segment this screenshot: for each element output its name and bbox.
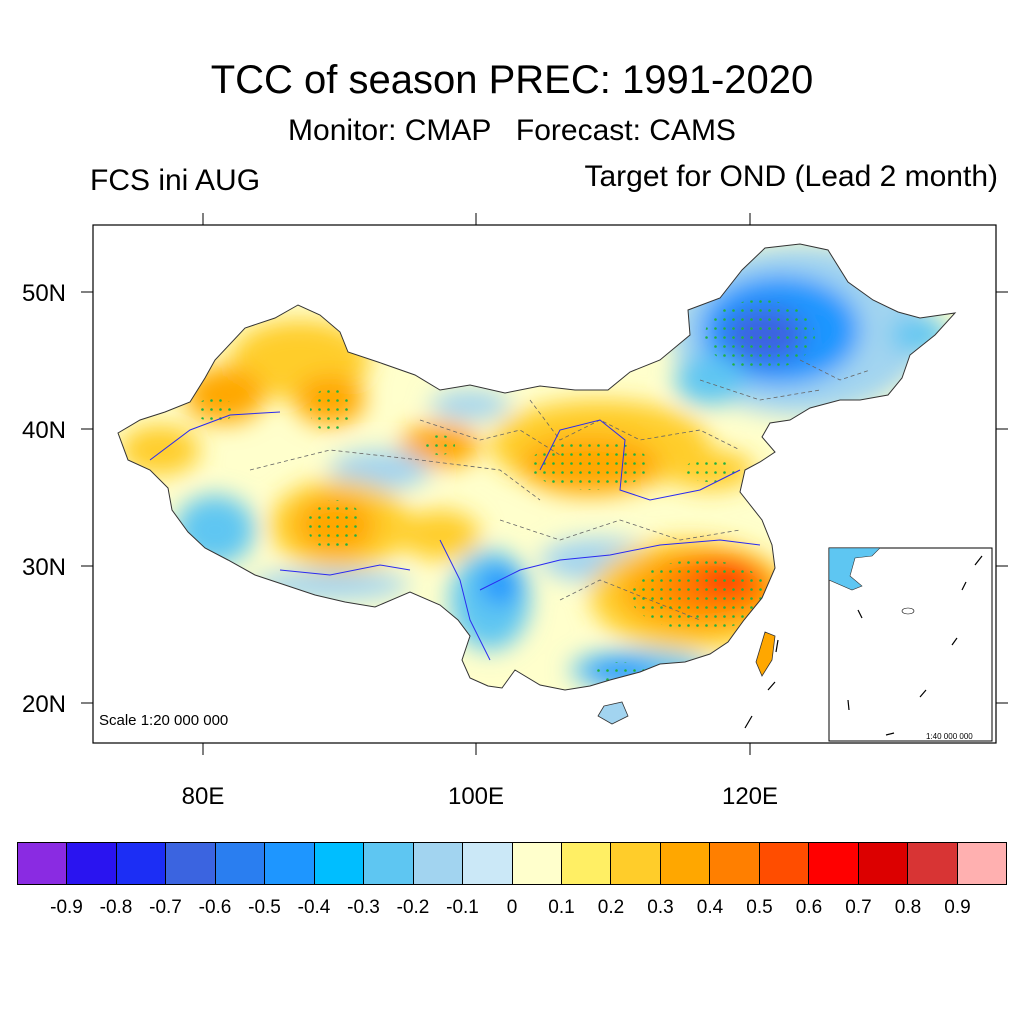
taiwan-island [755,631,776,677]
colorbar-label: -0.9 [50,897,83,918]
sea-dashes [744,639,779,729]
south-china-sea-inset [828,547,993,742]
colorbar-label: -0.3 [347,897,380,918]
map-subtitle: Monitor: CMAP Forecast: CAMS [288,114,736,147]
colorbar-box [116,843,167,884]
lon-label-80e: 80E [181,783,225,810]
colorbar-label: 0.1 [548,897,575,918]
lat-label-30n: 30N [21,554,66,581]
inset-scale-text: 1:40 000 000 [926,732,973,741]
colorbar-box [67,843,117,884]
colorbar [17,842,1007,885]
lat-label-20n: 20N [21,691,66,718]
colorbar-box [364,843,414,884]
colorbar-box [561,843,612,884]
lon-label-120e: 120E [721,783,779,810]
colorbar-label: -0.6 [198,897,232,918]
colorbar-label: -0.1 [446,897,479,918]
colorbar-box [512,843,562,884]
correlation-field [118,244,955,690]
colorbar-box [463,843,513,884]
colorbar-box [710,843,760,884]
colorbar-box [166,843,216,884]
left-string: FCS ini AUG [90,164,261,197]
colorbar-label: 0.5 [746,897,773,918]
country-outline [117,243,957,691]
hainan-island [597,701,629,725]
lat-label-40n: 40N [21,417,66,444]
colorbar-label: -0.2 [396,897,430,918]
colorbar-box [611,843,661,884]
colorbar-label: 0.3 [647,897,674,918]
right-string: Target for OND (Lead 2 month) [584,160,998,193]
colorbar-label: 0.9 [944,897,971,918]
colorbar-box [660,843,711,884]
colorbar-label: 0.4 [696,897,724,918]
colorbar-box [858,843,909,884]
colorbar-label: 0.2 [597,897,625,918]
scale-text: Scale 1:20 000 000 [99,712,229,729]
colorbar-label: 0 [506,897,518,918]
colorbar-box [265,843,315,884]
colorbar-box [18,843,68,884]
lon-label-100e: 100E [447,783,505,810]
map-frame [92,224,997,744]
lat-label-50n: 50N [21,280,66,307]
colorbar-box [809,843,859,884]
colorbar-label: -0.7 [149,897,182,918]
colorbar-label: -0.5 [248,897,281,918]
colorbar-label: -0.4 [297,897,331,918]
colorbar-label: -0.8 [99,897,133,918]
inset-content [829,548,983,736]
colorbar-box [215,843,266,884]
map-title: TCC of season PREC: 1991-2020 [210,58,814,102]
colorbar-label: 0.6 [795,897,823,918]
axis-ticks [81,213,1008,755]
colorbar-label: 0.7 [845,897,872,918]
colorbar-box [759,843,810,884]
colorbar-box [314,843,365,884]
colorbar-box [413,843,464,884]
colorbar-label: 0.8 [894,897,922,918]
colorbar-box [908,843,958,884]
colorbar-box [957,843,1007,884]
